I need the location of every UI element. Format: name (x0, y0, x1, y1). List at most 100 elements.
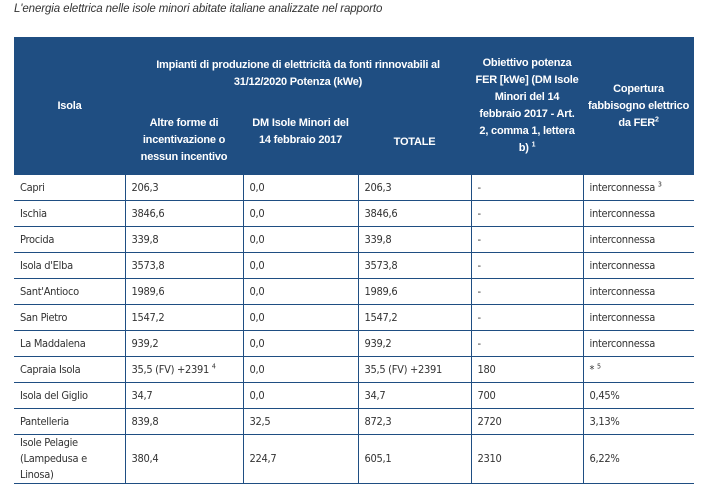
cell-altre: 380,4 (125, 434, 244, 484)
cell-isola-value: Sant'Antioco (20, 285, 79, 298)
cell-totale-value: 1989,6 (364, 285, 398, 298)
cell-obiettivo-value: 2720 (477, 415, 502, 428)
cell-copertura: interconnessa (583, 278, 695, 305)
cell-isola-value: Ischia (20, 207, 47, 220)
cell-dm: 0,0 (243, 226, 359, 253)
cell-altre: 339,8 (125, 226, 244, 253)
cell-obiettivo: 180 (471, 356, 584, 383)
cell-obiettivo: - (471, 278, 584, 305)
cell-altre-value: 34,7 (131, 389, 153, 402)
cell-copertura-value: 0,45% (589, 389, 620, 402)
cell-totale: 1547,2 (358, 304, 472, 331)
cell-totale-value: 339,8 (364, 233, 392, 246)
cell-dm-value: 0,0 (249, 207, 265, 220)
cell-copertura-value: 3,13% (589, 415, 620, 428)
cell-isola-value: San Pietro (20, 311, 68, 324)
cell-copertura: interconnessa 3 (583, 175, 695, 201)
cell-obiettivo: 2310 (471, 434, 584, 484)
table-caption: L'energia elettrica nelle isole minori a… (14, 3, 383, 15)
cell-dm: 0,0 (243, 330, 359, 357)
cell-obiettivo-value: - (477, 181, 482, 194)
cell-altre: 1989,6 (125, 278, 244, 305)
cell-totale-value: 3846,6 (364, 207, 398, 220)
cell-altre: 839,8 (125, 408, 244, 435)
cell-copertura-value: interconnessa (589, 207, 656, 220)
cell-altre-value: 35,5 (FV) +2391 (131, 363, 210, 376)
cell-dm-value: 224,7 (249, 452, 277, 465)
cell-copertura: * 5 (583, 356, 695, 383)
table-row: Isole Pelagie (Lampedusa e Linosa) 380,4 2… (14, 434, 695, 484)
cell-totale-value: 605,1 (364, 452, 392, 465)
header-copertura: Copertura fabbisogno elettrico da FER2 (583, 37, 695, 175)
cell-obiettivo: - (471, 252, 584, 279)
footnote-marker: 2 (655, 115, 659, 123)
cell-totale-value: 34,7 (364, 389, 386, 402)
cell-isola-value: Pantelleria (20, 415, 69, 428)
cell-obiettivo-value: - (477, 311, 482, 324)
cell-altre: 3846,6 (125, 200, 244, 227)
cell-copertura-value: interconnessa (589, 337, 656, 350)
header-obiettivo: Obiettivo potenza FER [kWe] (DM Isole Mi… (471, 37, 584, 175)
cell-altre: 939,2 (125, 330, 244, 357)
cell-isola: Capri (14, 175, 126, 201)
cell-copertura: interconnessa (583, 226, 695, 253)
cell-obiettivo-value: - (477, 285, 482, 298)
cell-altre-value: 1989,6 (131, 285, 165, 298)
cell-dm-value: 0,0 (249, 285, 265, 298)
cell-copertura: interconnessa (583, 330, 695, 357)
cell-altre: 1547,2 (125, 304, 244, 331)
cell-obiettivo: - (471, 304, 584, 331)
cell-dm-value: 0,0 (249, 181, 265, 194)
footnote-marker: 4 (211, 362, 216, 371)
cell-altre: 35,5 (FV) +2391 4 (125, 356, 244, 383)
cell-copertura-value: 6,22% (589, 452, 620, 465)
cell-dm: 0,0 (243, 304, 359, 331)
cell-dm: 0,0 (243, 382, 359, 409)
table-row: Isola d'Elba 3573,8 0,0 3573,8 - interconness… (14, 252, 695, 279)
cell-totale: 1989,6 (358, 278, 472, 305)
cell-totale-value: 3573,8 (364, 259, 398, 272)
cell-copertura: interconnessa (583, 200, 695, 227)
cell-dm-value: 0,0 (249, 311, 265, 324)
cell-copertura: interconnessa (583, 304, 695, 331)
cell-dm-value: 32,5 (249, 415, 271, 428)
cell-copertura: 0,45% (583, 382, 695, 409)
cell-totale-value: 35,5 (FV) +2391 (364, 363, 443, 376)
cell-dm-value: 0,0 (249, 389, 265, 402)
cell-totale: 939,2 (358, 330, 472, 357)
cell-isola: Isola d'Elba (14, 252, 126, 279)
cell-totale-value: 206,3 (364, 181, 392, 194)
table-row: Capraia Isola 35,5 (FV) +2391 4 0,0 35,5 (F… (14, 356, 695, 383)
cell-isola: Isola del Giglio (14, 382, 126, 409)
cell-altre-value: 3846,6 (131, 207, 165, 220)
table-row: Capri 206,3 0,0 206,3 - interconnessa 3 (14, 175, 695, 201)
cell-totale: 3573,8 (358, 252, 472, 279)
cell-copertura: interconnessa (583, 252, 695, 279)
cell-dm: 0,0 (243, 278, 359, 305)
cell-isola: La Maddalena (14, 330, 126, 357)
cell-obiettivo-value: - (477, 233, 482, 246)
cell-obiettivo: 700 (471, 382, 584, 409)
cell-isola: Ischia (14, 200, 126, 227)
cell-isola-value: Capraia Isola (20, 363, 81, 376)
cell-copertura-value: interconnessa (589, 311, 656, 324)
table-row: Sant'Antioco 1989,6 0,0 1989,6 - interconness… (14, 278, 695, 305)
cell-dm: 0,0 (243, 175, 359, 201)
table-row: Procida 339,8 0,0 339,8 - interconnessa (14, 226, 695, 253)
cell-totale-value: 1547,2 (364, 311, 398, 324)
cell-isola: Pantelleria (14, 408, 126, 435)
cell-isola: Procida (14, 226, 126, 253)
footnote-marker: 5 (597, 362, 601, 371)
cell-dm-value: 0,0 (249, 337, 265, 350)
cell-obiettivo: - (471, 330, 584, 357)
header-totale: TOTALE (358, 109, 472, 175)
cell-altre-value: 839,8 (131, 415, 159, 428)
cell-copertura: 6,22% (583, 434, 695, 484)
cell-obiettivo: - (471, 175, 584, 201)
cell-dm-value: 0,0 (249, 259, 265, 272)
cell-altre: 34,7 (125, 382, 244, 409)
cell-totale: 3846,6 (358, 200, 472, 227)
table-row: Isola del Giglio 34,7 0,0 34,7 700 0,45% (14, 382, 695, 409)
header-dm: DM Isole Minori del 14 febbraio 2017 (243, 109, 358, 175)
table-row: Pantelleria 839,8 32,5 872,3 2720 3,13% (14, 408, 695, 435)
